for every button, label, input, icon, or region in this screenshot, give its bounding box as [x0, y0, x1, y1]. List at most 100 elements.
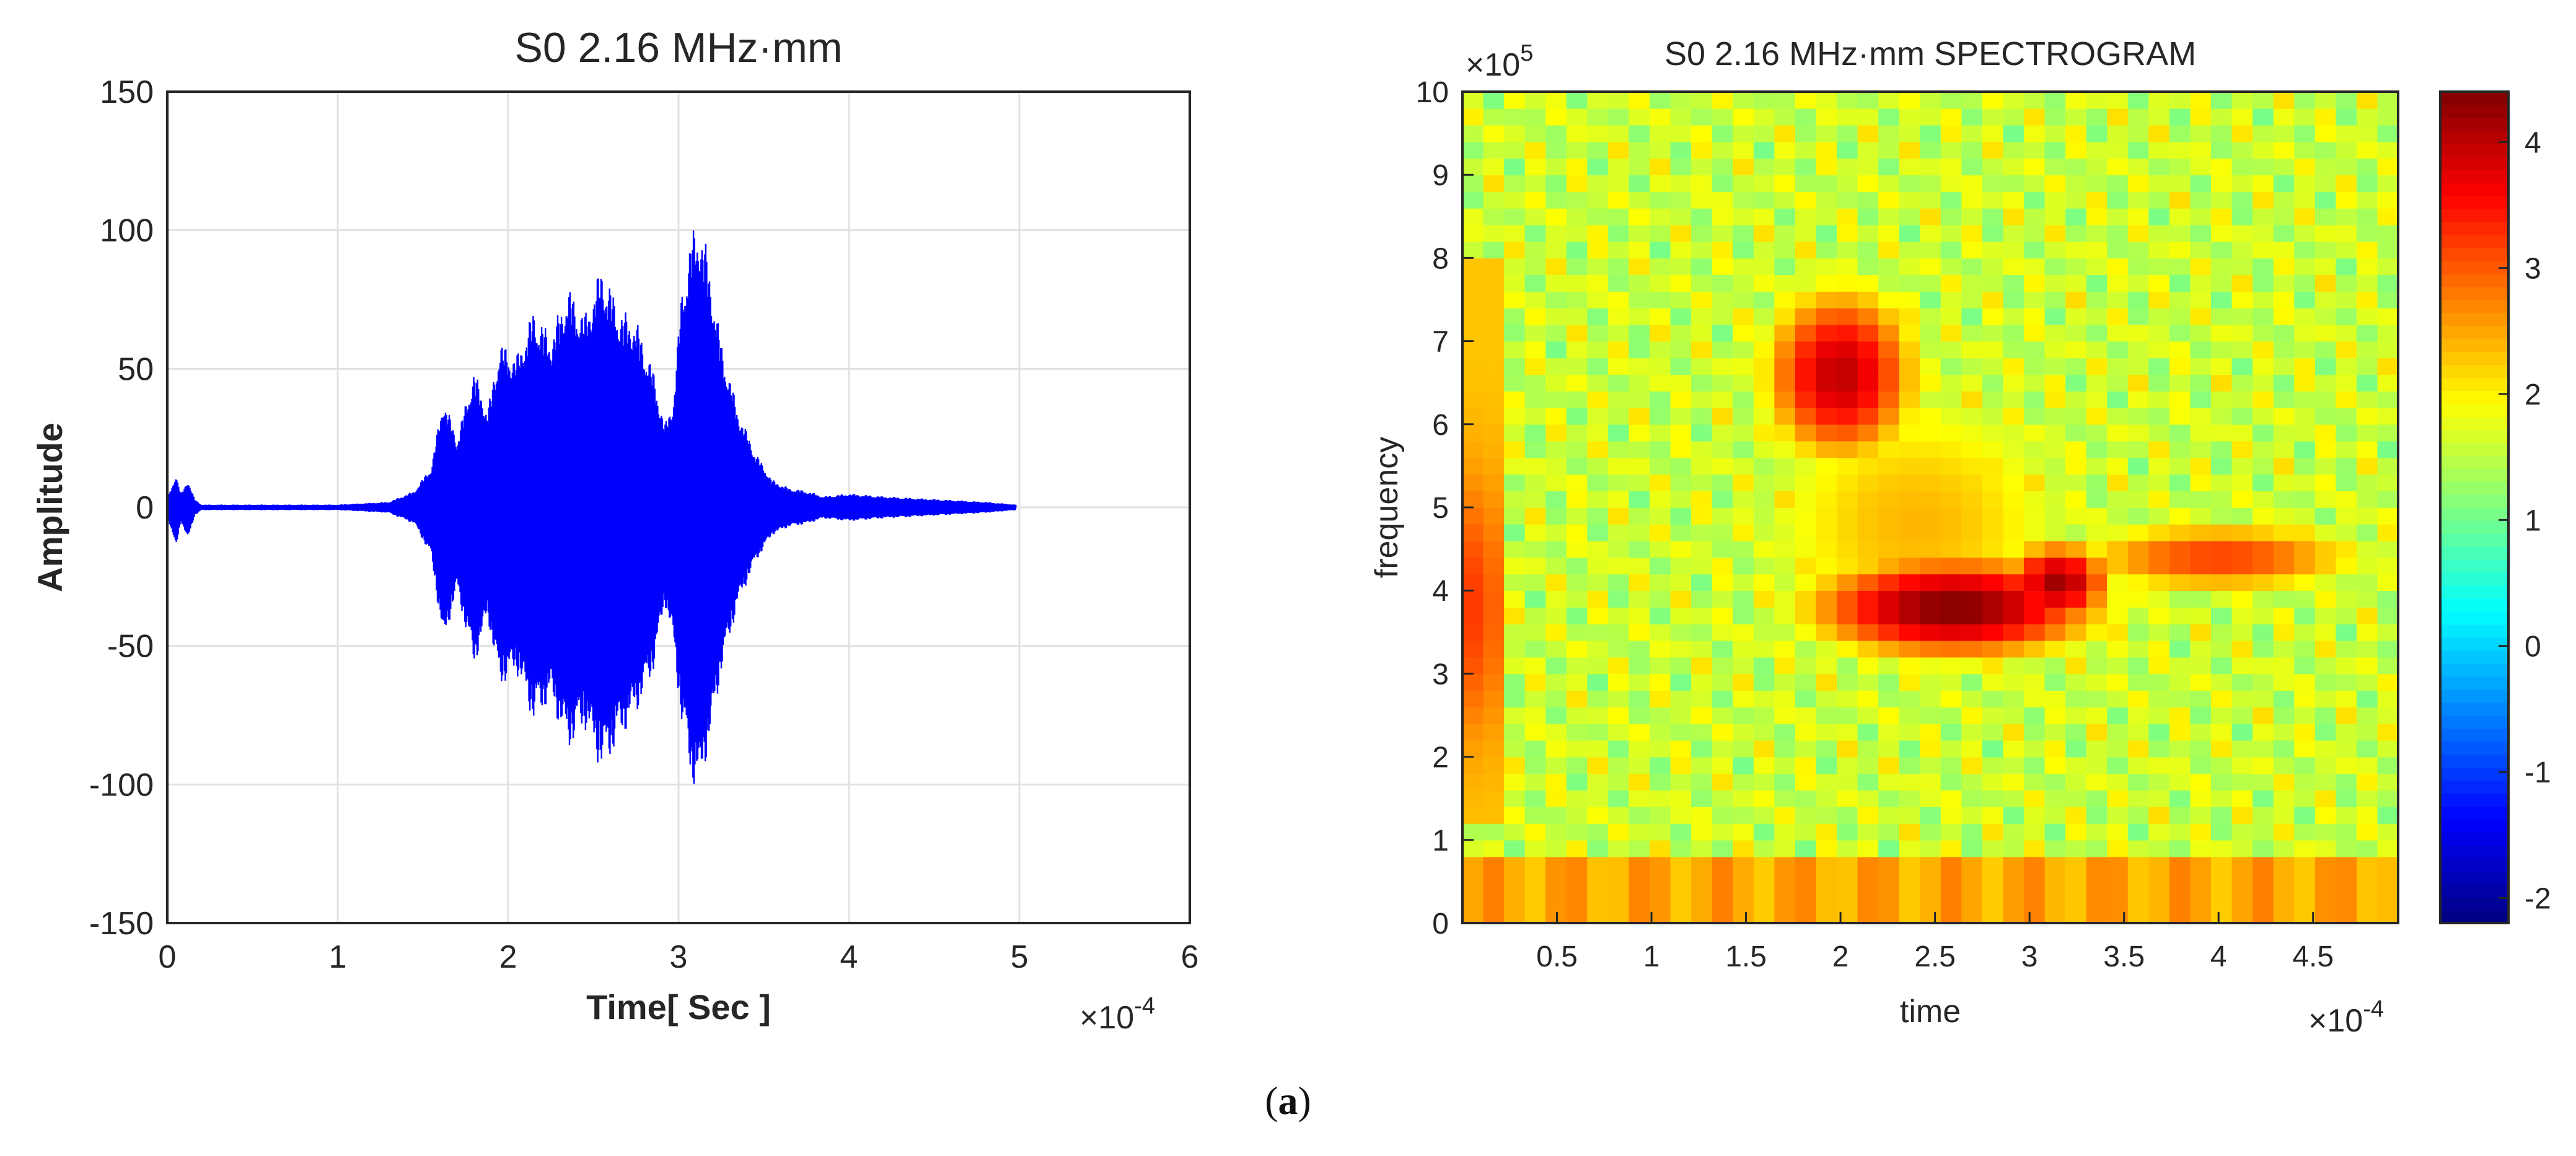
spectrogram-cell: [1670, 507, 1692, 525]
spectrogram-cell: [2314, 291, 2337, 309]
spectrogram-cell: [2107, 540, 2129, 558]
spectrogram-cell: [2377, 191, 2399, 209]
spectrogram-cell: [1483, 141, 1505, 159]
spectrogram-cell: [1795, 623, 1817, 641]
spectrogram-cell: [1878, 856, 1900, 874]
spectrogram-cell: [2253, 92, 2274, 109]
spectrogram-cell: [1566, 657, 1588, 675]
spectrogram-cell: [2294, 158, 2316, 175]
spectrogram-cell: [1920, 640, 1941, 658]
spectrogram-cell: [1524, 357, 1547, 375]
spectrogram-cell: [1691, 175, 1713, 192]
spectrogram-cell: [1650, 707, 1671, 724]
spectrogram-cell: [1691, 474, 1713, 491]
spectrogram-cell: [1607, 673, 1630, 691]
spectrogram-cell: [1982, 756, 2004, 774]
spectrogram-cell: [1733, 906, 1754, 924]
spectrogram-cell: [1940, 491, 1963, 508]
spectrogram-cell: [2294, 640, 2316, 658]
spectrogram-cell: [1837, 224, 1858, 242]
spectrogram-cell: [1607, 474, 1630, 491]
spectrogram-cell: [1566, 407, 1588, 425]
spectrogram-cell: [1691, 424, 1713, 442]
spectrogram-cell: [1524, 474, 1547, 491]
spectrogram-cell: [1587, 391, 1609, 408]
spectrogram-cell: [2336, 125, 2357, 142]
spectrogram-cell: [1982, 407, 2004, 425]
spectrogram-cell: [2356, 125, 2378, 142]
spectrogram-cell: [1650, 673, 1671, 691]
colorbar-segment: [2440, 598, 2508, 612]
spectrogram-cell: [1857, 823, 1879, 841]
spectrogram-cell: [2356, 723, 2378, 741]
spectrogram-cell: [1607, 890, 1630, 907]
spectrogram-cell: [1753, 590, 1775, 608]
spectrogram-cell: [1982, 523, 2004, 541]
spectrogram-cell: [2044, 391, 2066, 408]
spectrogram-cell: [1940, 823, 1963, 841]
spectrogram-cell: [1733, 890, 1754, 907]
spectrogram-cell: [1587, 707, 1609, 724]
spectrogram-cell: [2127, 391, 2150, 408]
spectrogram-cell: [1920, 391, 1941, 408]
spectrogram-cell: [2169, 108, 2191, 126]
spectrogram-cell: [2190, 158, 2212, 175]
spectrogram-cell: [2336, 440, 2357, 458]
spectrogram-cell: [1670, 590, 1692, 608]
spectrogram-cell: [1587, 307, 1609, 325]
spectrogram-cell: [2169, 158, 2191, 175]
spectrogram-cell: [2273, 740, 2295, 758]
spectrogram-cell: [1483, 890, 1505, 907]
spectrogram-cell: [2148, 523, 2170, 541]
spectrogram-cell: [1733, 175, 1754, 192]
spectrogram-cell: [2148, 474, 2170, 491]
spectrogram-cell: [1878, 191, 1900, 209]
spectrogram-cell: [2127, 341, 2150, 359]
spectrogram-cell: [1691, 890, 1713, 907]
spectrogram-cell: [2148, 208, 2170, 226]
spectrogram-cell: [1545, 540, 1567, 558]
spectrogram-cell: [1961, 657, 1983, 675]
spectrogram-cell: [2127, 440, 2150, 458]
spectrogram-cell: [2336, 640, 2357, 658]
spectrogram-cell: [2148, 807, 2170, 824]
spectrogram-cell: [1878, 590, 1900, 608]
spectrogram-cell: [1816, 175, 1837, 192]
spectrogram-cell: [2356, 540, 2378, 558]
spectrogram-cell: [2273, 474, 2295, 491]
spectrogram-cell: [2377, 374, 2399, 392]
spectrogram-cell: [1483, 756, 1505, 774]
spectrogram-cell: [1982, 807, 2004, 824]
spectrogram-cell: [2356, 357, 2378, 375]
spectrogram-cell: [1940, 890, 1963, 907]
spectrogram-cell: [2127, 141, 2150, 159]
spectrogram-cell: [2169, 141, 2191, 159]
spectrogram-cell: [1982, 856, 2004, 874]
spectrogram-cell: [2294, 407, 2316, 425]
spectrogram-cell: [1940, 440, 1963, 458]
spectrogram-cell: [2148, 291, 2170, 309]
spectrogram-cell: [2086, 673, 2108, 691]
spectrogram-cell: [1691, 640, 1713, 658]
spectrogram-cell: [2148, 773, 2170, 791]
spectrogram-cell: [1940, 790, 1963, 807]
spectrogram-cell: [1920, 457, 1941, 475]
spectrogram-cell: [1899, 839, 1921, 857]
spectrogram-cell: [1837, 640, 1858, 658]
spectrogram-cell: [1837, 773, 1858, 791]
spectrogram-cell: [1795, 906, 1817, 924]
spectrogram-cell: [1940, 108, 1963, 126]
spectrogram-cell: [1566, 92, 1588, 109]
spectrogram-cell: [2377, 92, 2399, 109]
spectrogram-cell: [2211, 623, 2233, 641]
spectrogram-cell: [1816, 491, 1837, 508]
spectrogram-cell: [2231, 324, 2253, 342]
spectrogram-cell: [2356, 374, 2378, 392]
spectrogram-cell: [1587, 657, 1609, 675]
spectrogram-cell: [1795, 690, 1817, 707]
spectrogram-cell: [1566, 890, 1588, 907]
spectrogram-cell: [2190, 440, 2212, 458]
spectrogram-cell: [1524, 823, 1547, 841]
spectrogram-cell: [1982, 673, 2004, 691]
spectrogram-cell: [2336, 507, 2357, 525]
